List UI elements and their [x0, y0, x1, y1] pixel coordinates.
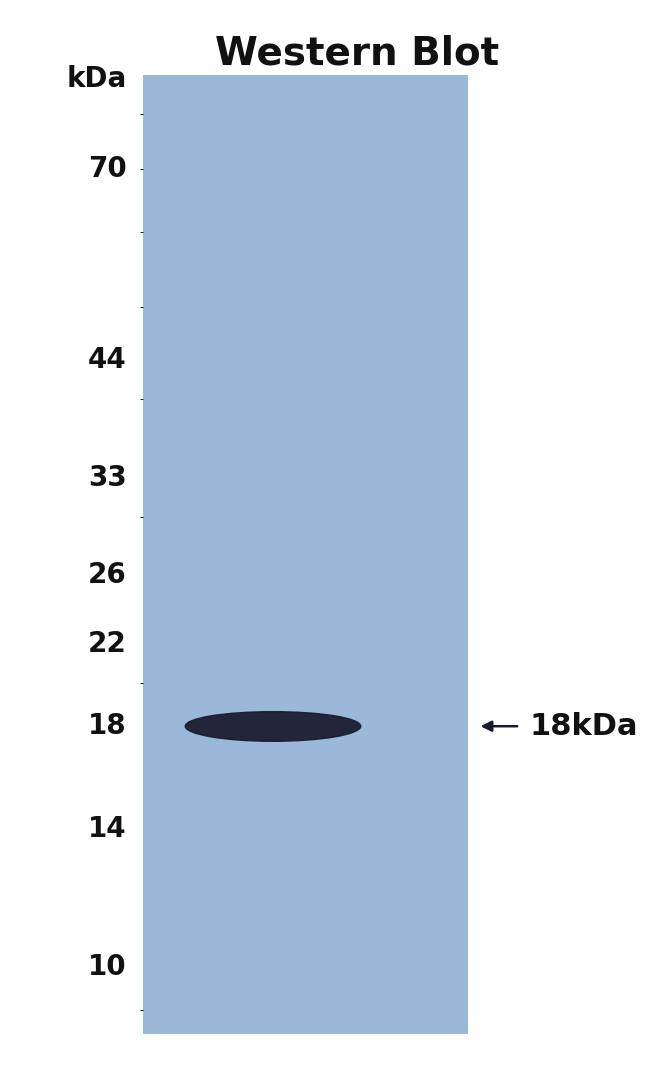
Text: 22: 22	[88, 630, 127, 658]
Text: 10: 10	[88, 953, 127, 981]
FancyArrowPatch shape	[484, 722, 517, 730]
Text: 18: 18	[88, 712, 127, 740]
Text: kDa: kDa	[66, 65, 127, 93]
Text: 14: 14	[88, 815, 127, 843]
Text: 44: 44	[88, 346, 127, 374]
Text: 18kDa: 18kDa	[530, 712, 638, 741]
Text: 26: 26	[88, 561, 127, 589]
Text: Western Blot: Western Blot	[215, 34, 500, 72]
Ellipse shape	[185, 712, 361, 741]
Text: 70: 70	[88, 155, 127, 183]
Text: 33: 33	[88, 463, 127, 491]
